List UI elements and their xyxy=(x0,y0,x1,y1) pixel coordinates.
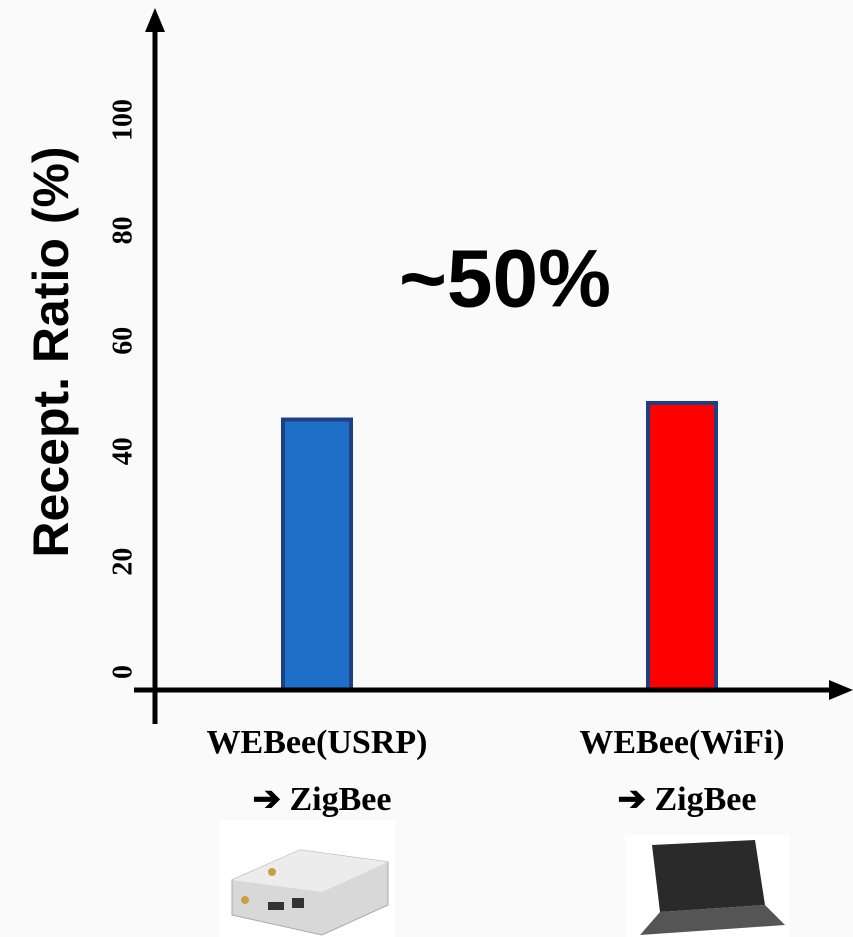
device-port xyxy=(292,898,304,908)
bar xyxy=(646,400,718,692)
x-tick-label: ➔ ZigBee xyxy=(253,781,392,818)
annotation: ~50% xyxy=(399,234,611,325)
laptop xyxy=(625,835,790,937)
laptop-base xyxy=(640,905,785,935)
y-tick-label: 80 xyxy=(107,216,138,244)
device-connector xyxy=(241,896,249,904)
x-axis-arrow xyxy=(829,680,853,700)
x-tick-label: ➔ ZigBee xyxy=(618,781,757,818)
y-axis-arrow xyxy=(145,8,165,32)
laptop-screen xyxy=(652,840,765,912)
y-tick-label: 40 xyxy=(107,437,138,465)
y-axis-label: Recept. Ratio (%) xyxy=(23,146,79,557)
device-top xyxy=(232,850,388,892)
bar xyxy=(281,417,353,692)
y-tick-label: 0 xyxy=(107,665,138,679)
x-tick-label: WEBee(WiFi) xyxy=(579,724,784,761)
device-connector xyxy=(268,868,276,876)
usrp-device xyxy=(220,820,395,937)
y-tick-label: 20 xyxy=(107,548,138,576)
axes xyxy=(134,8,853,724)
y-tick-label: 60 xyxy=(107,327,138,355)
device-port xyxy=(268,902,284,910)
x-tick-label: WEBee(USRP) xyxy=(207,724,428,761)
y-tick-label: 100 xyxy=(107,99,138,141)
